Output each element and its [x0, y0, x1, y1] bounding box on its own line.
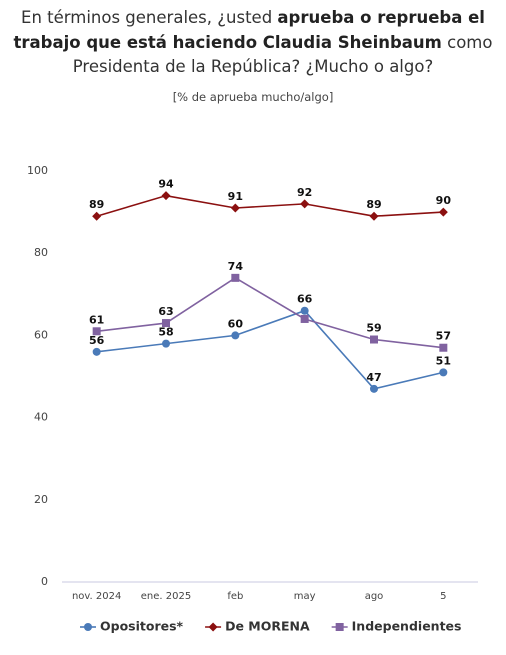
point	[230, 203, 240, 213]
data-label: 92	[297, 186, 312, 199]
point	[161, 191, 171, 201]
title-part: como Presidenta de la República? ¿Mucho …	[72, 32, 493, 77]
point	[439, 368, 448, 377]
y-tick-label: 0	[41, 575, 48, 588]
x-tick-label: ene. 2025	[141, 591, 191, 602]
data-label: 91	[228, 190, 243, 203]
data-label: 61	[89, 313, 104, 326]
data-label: 90	[436, 194, 452, 207]
point	[439, 343, 448, 352]
data-label: 74	[228, 260, 244, 273]
point	[335, 623, 344, 631]
x-tick-label: may	[294, 591, 316, 602]
x-tick-label: feb	[227, 591, 243, 602]
point	[92, 347, 101, 356]
data-label: 57	[436, 330, 451, 343]
chart-subtitle: [% de aprueba mucho/algo]	[172, 90, 334, 104]
data-label: 89	[366, 198, 381, 211]
data-label: 56	[89, 334, 105, 347]
point	[370, 335, 378, 344]
chart-title: En términos generales, ¿usted aprueba o …	[8, 6, 498, 80]
series-line	[96, 194, 444, 218]
point	[231, 273, 240, 282]
point	[438, 207, 448, 217]
point	[162, 319, 170, 328]
point	[231, 331, 240, 340]
x-tick-label: ago	[365, 591, 384, 602]
y-tick-label: 20	[34, 493, 48, 506]
data-label: 59	[366, 322, 381, 335]
data-label: 47	[366, 371, 381, 384]
data-label: 89	[89, 198, 104, 211]
point	[92, 327, 101, 336]
point	[208, 622, 218, 632]
legend-label: Independientes	[352, 619, 462, 634]
point	[92, 211, 102, 221]
point	[300, 306, 309, 315]
y-tick-label: 40	[34, 411, 48, 424]
y-tick-label: 60	[34, 328, 48, 341]
point	[162, 339, 170, 348]
title-bold: aprueba o reprueba el trabajo que está h…	[13, 8, 485, 52]
point	[300, 199, 310, 209]
data-label: 60	[228, 317, 244, 330]
point	[300, 314, 309, 323]
y-tick-label: 80	[34, 246, 48, 259]
y-tick-label: 100	[27, 164, 48, 177]
data-label: 94	[158, 178, 174, 191]
data-label: 66	[297, 293, 313, 306]
x-tick-label: 5	[440, 591, 446, 602]
legend-label: De MORENA	[225, 619, 310, 634]
series-line	[96, 276, 444, 349]
data-label: 63	[158, 305, 173, 318]
point	[369, 211, 379, 221]
x-tick-label: nov. 2024	[72, 591, 121, 602]
data-label: 51	[436, 354, 451, 367]
data-label: 58	[158, 326, 173, 339]
legend-label: Opositores*	[100, 619, 184, 634]
title-part: En términos generales, ¿usted	[21, 8, 278, 27]
series-line	[96, 309, 444, 390]
point	[84, 623, 92, 631]
point	[370, 384, 378, 393]
